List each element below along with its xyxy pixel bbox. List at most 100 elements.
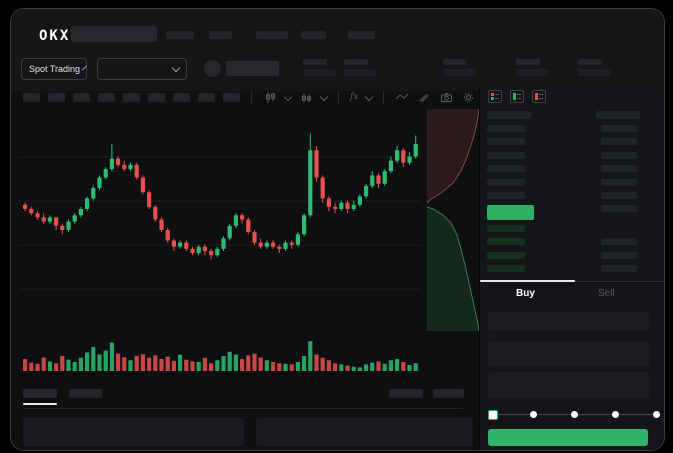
timeframe-button-skeleton[interactable] <box>173 92 190 102</box>
slider-stop[interactable] <box>653 411 660 418</box>
orderbook-combined-icon[interactable] <box>488 90 502 103</box>
line <box>539 98 543 99</box>
bid-price-row[interactable] <box>487 251 525 259</box>
candle-style-alt-icon[interactable] <box>299 91 313 103</box>
depth-chart <box>427 109 479 331</box>
ask-price-row[interactable] <box>487 192 525 199</box>
ask-price-row[interactable] <box>487 151 525 159</box>
buy-submit-button[interactable] <box>488 429 648 446</box>
ask-price-row[interactable] <box>487 165 525 173</box>
order-size-row[interactable] <box>601 151 637 159</box>
nav-item-skeleton[interactable] <box>209 31 232 39</box>
nav-item-skeleton[interactable] <box>256 31 288 39</box>
last-price-badge[interactable] <box>487 205 534 220</box>
orderbook-bids-icon[interactable] <box>510 90 524 103</box>
stat-value-skeleton <box>344 69 377 76</box>
amount-field[interactable] <box>488 341 650 367</box>
okx-logo[interactable]: OKX <box>39 28 71 44</box>
chevron-down-icon[interactable] <box>283 92 293 102</box>
tab-sell[interactable]: Sell <box>598 288 615 299</box>
orders-table-skeleton <box>23 418 244 446</box>
order-panel: Buy Sell <box>479 86 664 450</box>
stat-value-skeleton <box>578 69 611 76</box>
order-size-row[interactable] <box>601 238 637 246</box>
slider-stop[interactable] <box>571 411 578 418</box>
ask-price-row[interactable] <box>487 125 525 132</box>
bid-bar <box>491 97 494 100</box>
stat-label-skeleton <box>516 59 540 65</box>
slider-stop[interactable] <box>488 410 498 420</box>
stat-label-skeleton <box>344 59 368 65</box>
timeframe-button-skeleton[interactable] <box>123 92 140 102</box>
chevron-down-icon[interactable] <box>365 92 374 102</box>
price-field[interactable] <box>488 312 650 331</box>
timeframe-buttons <box>23 92 240 102</box>
pair-select[interactable] <box>97 58 187 80</box>
ask-price-row[interactable] <box>487 178 525 186</box>
toolbar-divider <box>383 91 385 103</box>
tab-buy[interactable]: Buy <box>516 288 535 299</box>
timeframe-button-skeleton[interactable] <box>48 92 65 102</box>
timeframe-button-skeleton[interactable] <box>73 92 90 102</box>
timeframe-button-skeleton[interactable] <box>223 92 240 102</box>
bid-bar <box>513 93 516 100</box>
order-size-row[interactable] <box>601 178 637 186</box>
nav-item-skeleton[interactable] <box>301 31 326 39</box>
orderbook-asks-icon[interactable] <box>532 90 546 103</box>
coin-avatar <box>204 60 221 77</box>
stat-label-skeleton <box>303 59 327 65</box>
timeframe-button-skeleton[interactable] <box>198 92 215 102</box>
market-type-select[interactable]: Spot Trading <box>21 58 88 80</box>
market-type-label: Spot Trading <box>29 64 81 74</box>
order-size-row[interactable] <box>601 192 637 199</box>
toolbar-divider <box>251 91 252 103</box>
line-tool-icon[interactable] <box>395 91 409 103</box>
timeframe-button-skeleton[interactable] <box>148 92 165 102</box>
app-window: OKX Spot Trading fx <box>10 8 665 451</box>
camera-icon[interactable] <box>439 91 453 103</box>
orders-action-skeleton[interactable] <box>389 389 423 398</box>
ask-bar <box>491 93 494 96</box>
order-size-row[interactable] <box>601 205 637 213</box>
chevron-down-icon <box>171 63 181 73</box>
stat-label-skeleton <box>443 59 467 65</box>
orders-tab-skeleton[interactable] <box>69 389 102 398</box>
draw-tool-icon[interactable] <box>417 91 431 103</box>
ask-price-row[interactable] <box>487 138 525 146</box>
timeframe-button-skeleton[interactable] <box>98 92 115 102</box>
total-field[interactable] <box>488 372 650 398</box>
bid-price-row[interactable] <box>487 265 525 273</box>
orders-tab-active-skeleton[interactable] <box>23 389 57 398</box>
bid-price-row[interactable] <box>487 238 525 246</box>
settings-gear-icon[interactable] <box>461 91 475 103</box>
line <box>495 98 499 99</box>
indicators-fx-icon[interactable]: fx <box>350 92 359 102</box>
active-tab-indicator <box>480 280 575 282</box>
ob-price-header-skeleton <box>487 111 531 119</box>
candlestick-chart[interactable] <box>19 105 421 373</box>
stat-value-skeleton <box>303 69 336 76</box>
line <box>495 94 499 95</box>
line <box>539 94 543 95</box>
order-size-row[interactable] <box>601 251 637 259</box>
active-tab-underline <box>23 403 57 405</box>
toolbar-divider <box>338 91 339 103</box>
orders-action-skeleton[interactable] <box>433 389 464 398</box>
nav-item-skeleton[interactable] <box>166 31 194 39</box>
slider-stop[interactable] <box>612 411 619 418</box>
search-input[interactable] <box>71 26 157 42</box>
nav-item-skeleton[interactable] <box>348 31 375 39</box>
order-size-row[interactable] <box>601 165 637 173</box>
order-size-row[interactable] <box>601 265 637 273</box>
slider-stop[interactable] <box>530 411 537 418</box>
order-size-row[interactable] <box>601 125 637 132</box>
stat-value-skeleton <box>516 69 549 76</box>
ask-bar <box>535 93 538 100</box>
timeframe-button-skeleton[interactable] <box>23 92 40 102</box>
candle-style-icon[interactable] <box>263 91 277 103</box>
bid-price-row[interactable] <box>487 225 525 232</box>
stat-value-skeleton <box>443 69 476 76</box>
order-size-row[interactable] <box>601 138 637 146</box>
ob-amount-header-skeleton <box>596 111 640 119</box>
chevron-down-icon[interactable] <box>319 92 329 102</box>
